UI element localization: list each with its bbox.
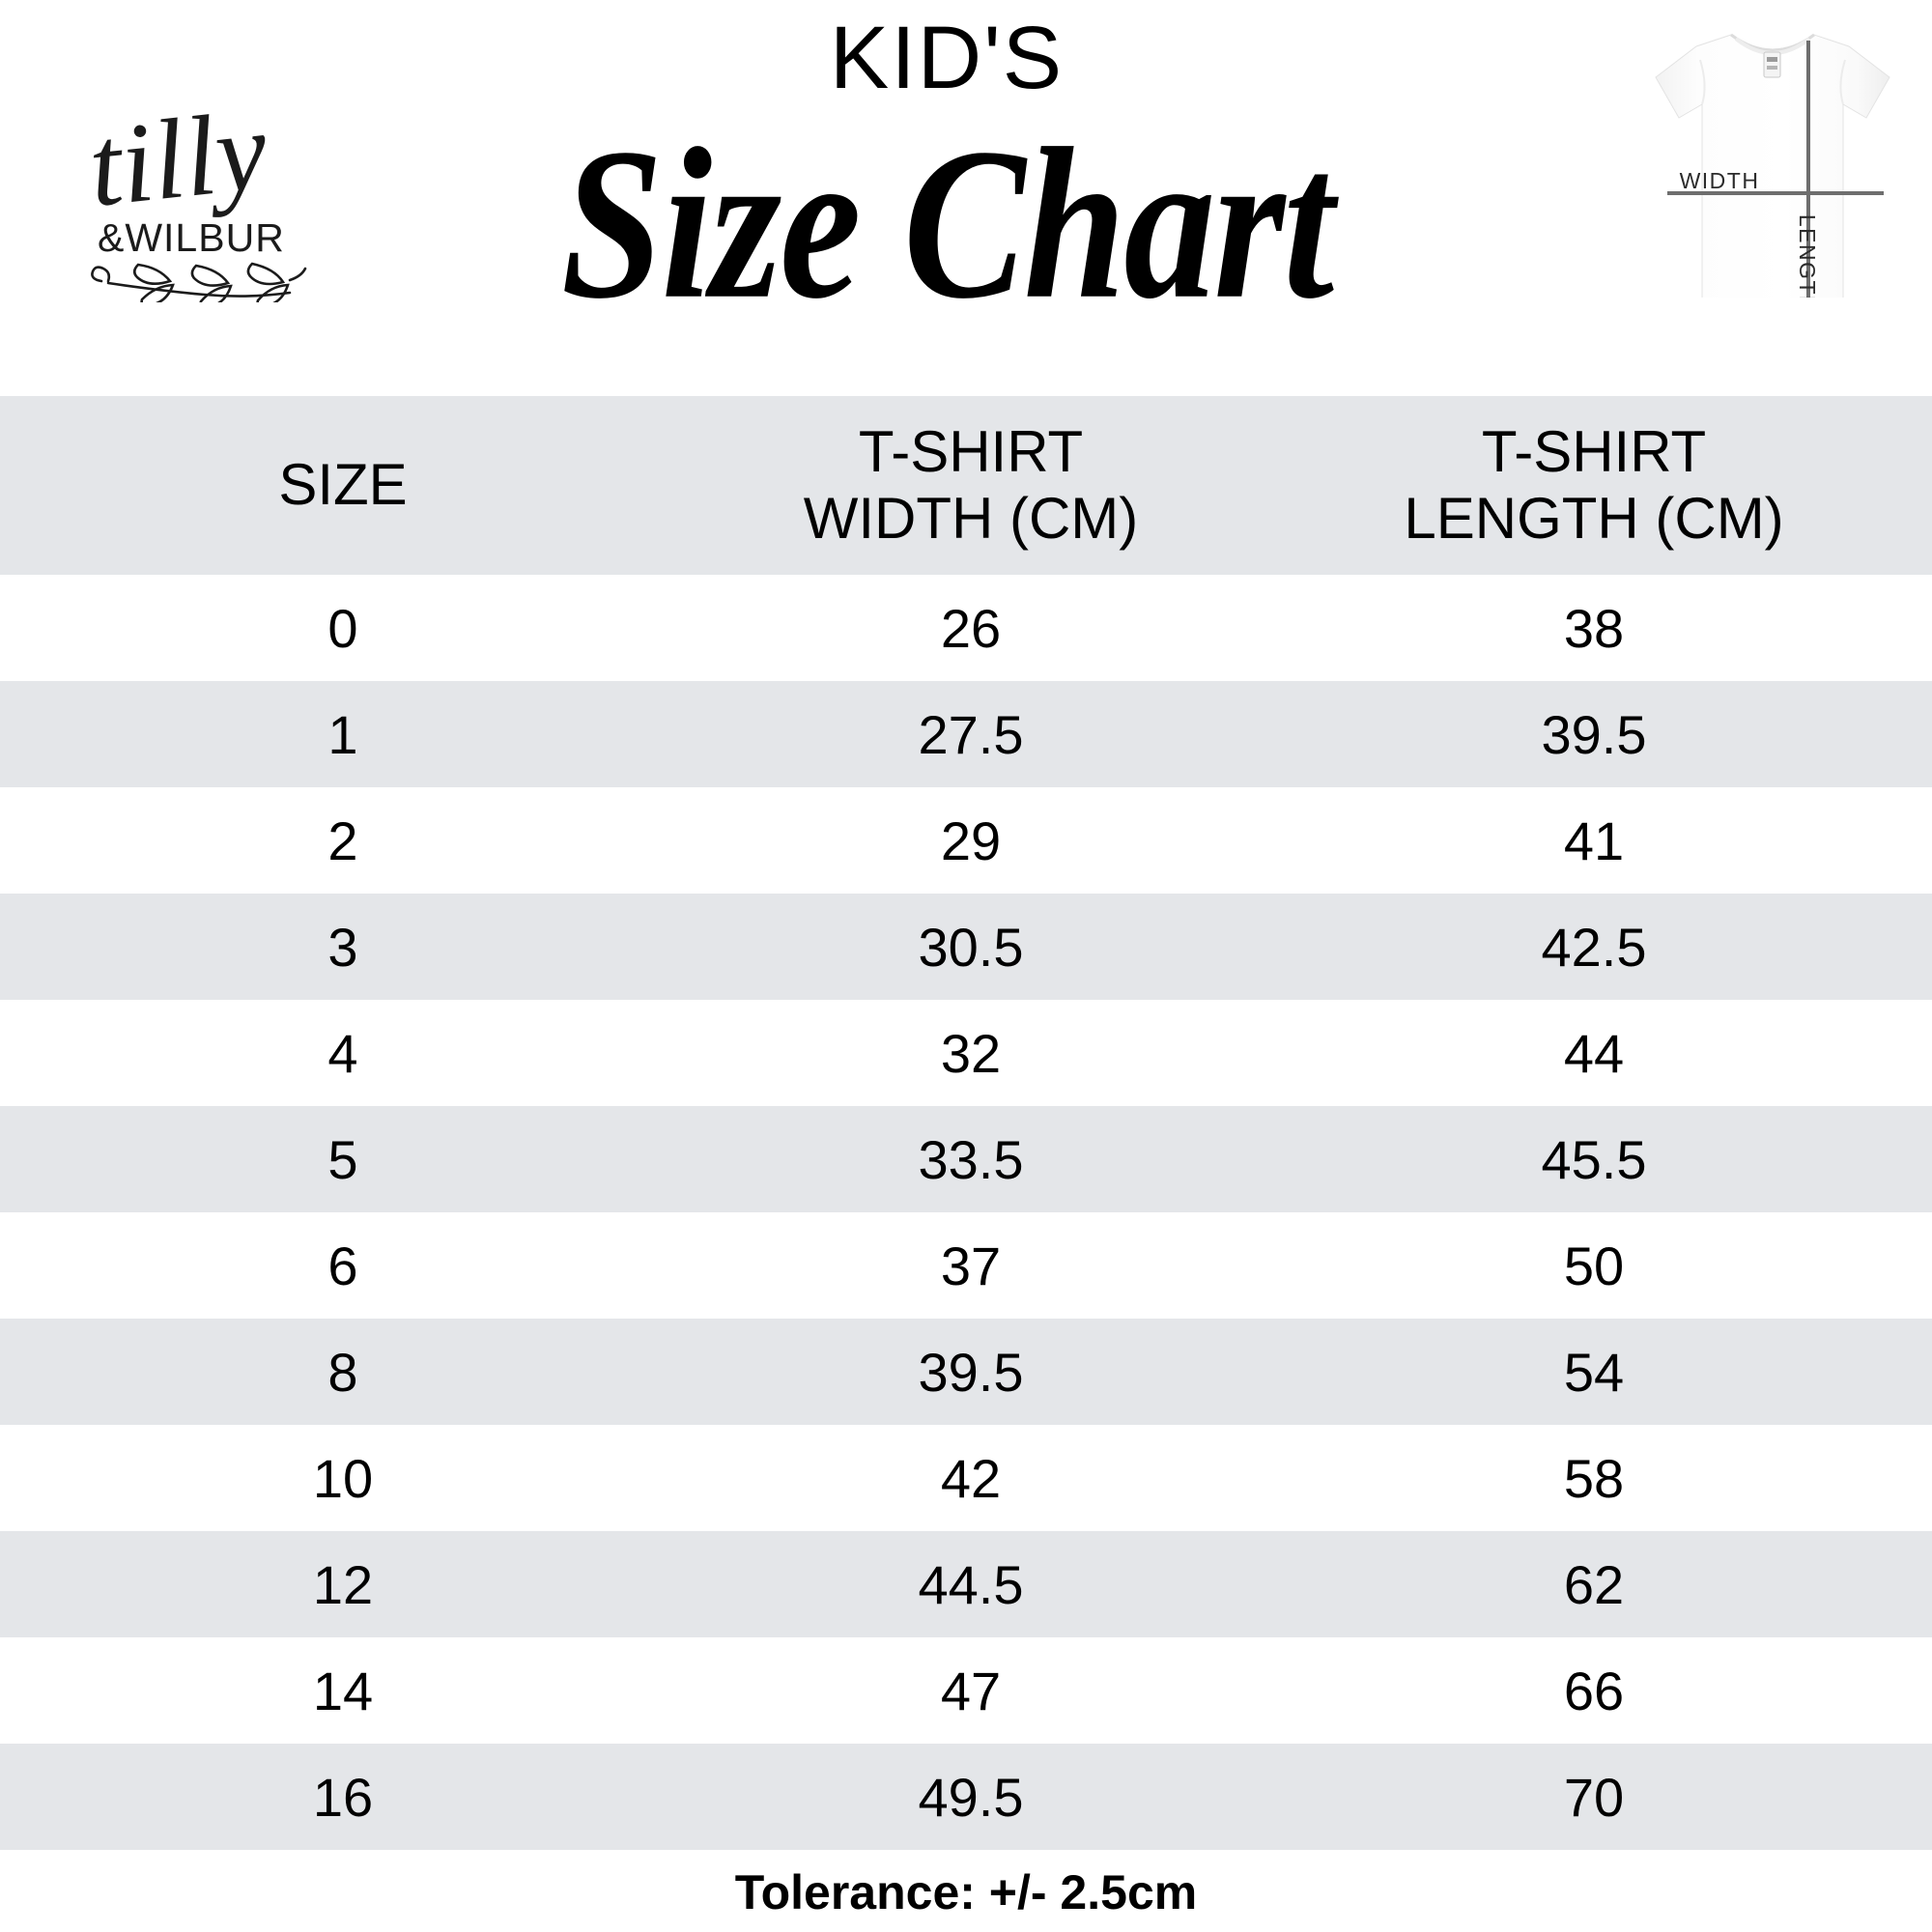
cell-size: 1 bbox=[0, 681, 686, 787]
column-header-size-line1: SIZE bbox=[278, 452, 408, 518]
cell-size: 16 bbox=[0, 1744, 686, 1850]
cell-size: 12 bbox=[0, 1531, 686, 1637]
cell-length: 42.5 bbox=[1256, 894, 1932, 1000]
tolerance-note: Tolerance: +/- 2.5cm bbox=[734, 1865, 1198, 1919]
table-row: 12 44.5 62 bbox=[0, 1531, 1932, 1637]
cell-width: 29 bbox=[686, 787, 1256, 894]
cell-length: 66 bbox=[1256, 1637, 1932, 1744]
cell-width: 26 bbox=[686, 575, 1256, 681]
table-row: 6 37 50 bbox=[0, 1212, 1932, 1319]
cell-size: 0 bbox=[0, 575, 686, 681]
title-block: KID'S Size Chart bbox=[319, 0, 1575, 342]
cell-length: 39.5 bbox=[1256, 681, 1932, 787]
page-header: tilly &WILBUR KID'S Si bbox=[0, 0, 1932, 396]
table-row: 5 33.5 45.5 bbox=[0, 1106, 1932, 1212]
column-header-width-line1: T-SHIRT bbox=[858, 419, 1084, 485]
column-header-length-line2: LENGTH (CM) bbox=[1404, 485, 1784, 551]
table-row: 8 39.5 54 bbox=[0, 1319, 1932, 1425]
cell-width: 33.5 bbox=[686, 1106, 1256, 1212]
column-header-width: T-SHIRT WIDTH (CM) bbox=[686, 396, 1256, 575]
cell-width: 47 bbox=[686, 1637, 1256, 1744]
cell-length: 44 bbox=[1256, 1000, 1932, 1106]
cell-size: 8 bbox=[0, 1319, 686, 1425]
size-chart-table: SIZE T-SHIRT WIDTH (CM) T-SHIRT LENGTH (… bbox=[0, 396, 1932, 1850]
leaf-branch-flourish-icon: tilly &WILBUR bbox=[83, 86, 307, 302]
cell-width: 44.5 bbox=[686, 1531, 1256, 1637]
table-row: 3 30.5 42.5 bbox=[0, 894, 1932, 1000]
length-label: LENGTH bbox=[1795, 214, 1820, 298]
table-row: 16 49.5 70 bbox=[0, 1744, 1932, 1850]
cell-length: 38 bbox=[1256, 575, 1932, 681]
table-header-row: SIZE T-SHIRT WIDTH (CM) T-SHIRT LENGTH (… bbox=[0, 396, 1932, 575]
column-header-length-line1: T-SHIRT bbox=[1481, 419, 1707, 485]
svg-text:tilly: tilly bbox=[83, 86, 273, 231]
page-title: Size Chart bbox=[560, 104, 1334, 345]
cell-width: 27.5 bbox=[686, 681, 1256, 787]
cell-width: 37 bbox=[686, 1212, 1256, 1319]
table-row: 4 32 44 bbox=[0, 1000, 1932, 1106]
cell-length: 54 bbox=[1256, 1319, 1932, 1425]
cell-length: 70 bbox=[1256, 1744, 1932, 1850]
column-header-size: SIZE bbox=[0, 396, 686, 575]
cell-size: 6 bbox=[0, 1212, 686, 1319]
svg-text:&WILBUR: &WILBUR bbox=[98, 215, 285, 260]
cell-length: 58 bbox=[1256, 1425, 1932, 1531]
table-row: 0 26 38 bbox=[0, 575, 1932, 681]
cell-size: 14 bbox=[0, 1637, 686, 1744]
table-row: 2 29 41 bbox=[0, 787, 1932, 894]
table-row: 1 27.5 39.5 bbox=[0, 681, 1932, 787]
cell-length: 62 bbox=[1256, 1531, 1932, 1637]
cell-width: 42 bbox=[686, 1425, 1256, 1531]
cell-size: 3 bbox=[0, 894, 686, 1000]
cell-size: 5 bbox=[0, 1106, 686, 1212]
cell-width: 39.5 bbox=[686, 1319, 1256, 1425]
column-header-length: T-SHIRT LENGTH (CM) bbox=[1256, 396, 1932, 575]
tshirt-diagram: WIDTH LENGTH bbox=[1642, 17, 1903, 298]
column-header-width-line2: WIDTH (CM) bbox=[803, 485, 1139, 551]
cell-width: 49.5 bbox=[686, 1744, 1256, 1850]
cell-size: 2 bbox=[0, 787, 686, 894]
page-eyebrow: KID'S bbox=[829, 9, 1065, 107]
cell-size: 10 bbox=[0, 1425, 686, 1531]
tshirt-measurement-icon: WIDTH LENGTH bbox=[1655, 33, 1890, 298]
cell-width: 30.5 bbox=[686, 894, 1256, 1000]
cell-length: 41 bbox=[1256, 787, 1932, 894]
cell-width: 32 bbox=[686, 1000, 1256, 1106]
width-label: WIDTH bbox=[1680, 168, 1760, 193]
table-row: 10 42 58 bbox=[0, 1425, 1932, 1531]
brand-logo: tilly &WILBUR bbox=[72, 75, 314, 302]
table-header: SIZE T-SHIRT WIDTH (CM) T-SHIRT LENGTH (… bbox=[0, 396, 1932, 575]
table-row: 14 47 66 bbox=[0, 1637, 1932, 1744]
cell-length: 45.5 bbox=[1256, 1106, 1932, 1212]
table-body: 0 26 38 1 27.5 39.5 2 29 41 3 30.5 42.5 4 32 44 5 33.5 45… bbox=[0, 575, 1932, 1850]
cell-size: 4 bbox=[0, 1000, 686, 1106]
cell-length: 50 bbox=[1256, 1212, 1932, 1319]
